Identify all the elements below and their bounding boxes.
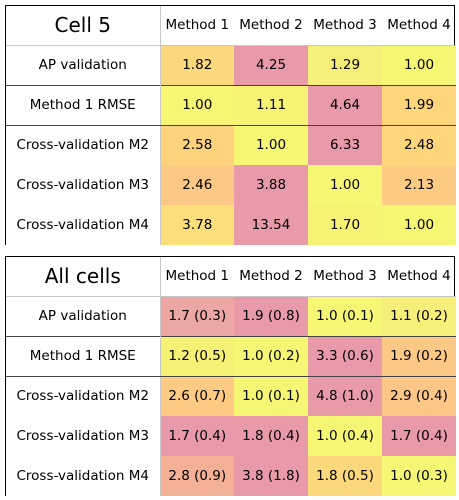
table-row: Cross-validation M3 1.7 (0.4) 1.8 (0.4) 1.0… — [6, 416, 456, 456]
heatmap-cell: 1.11 — [234, 84, 308, 126]
heatmap-cell: 2.46 — [160, 165, 234, 205]
heatmap-table-all-cells: All cells Method 1 Method 2 Method 3 Method … — [6, 257, 456, 496]
table-row: Method 1 RMSE 1.00 1.11 4.64 1.99 — [6, 84, 456, 126]
heatmap-cell: 3.3 (0.6) — [308, 335, 382, 377]
heatmap-cell: 1.0 (0.2) — [234, 335, 308, 377]
heatmap-cell: 2.13 — [382, 165, 456, 205]
heatmap-cell: 1.00 — [308, 165, 382, 205]
heatmap-cell: 1.7 (0.4) — [382, 416, 456, 456]
table-row: AP validation 1.7 (0.3) 1.9 (0.8) 1.0 (0.1)… — [6, 296, 456, 336]
row-label: Cross-validation M3 — [6, 416, 161, 456]
column-header-method-2: Method 2 — [234, 257, 308, 297]
row-label: Cross-validation M2 — [6, 376, 161, 416]
heatmap-cell: 2.8 (0.9) — [160, 456, 234, 496]
heatmap-cell: 1.99 — [382, 84, 456, 126]
heatmap-cell: 13.54 — [234, 205, 308, 245]
heatmap-cell: 3.78 — [160, 205, 234, 245]
table-title: All cells — [6, 257, 161, 297]
heatmap-table-cell5: Cell 5 Method 1 Method 2 Method 3 Method 4 AP… — [6, 6, 456, 245]
heatmap-cell: 1.7 (0.3) — [160, 296, 234, 336]
column-header-method-2: Method 2 — [234, 6, 308, 46]
row-label: Method 1 RMSE — [6, 335, 161, 377]
heatmap-cell: 4.64 — [308, 84, 382, 126]
heatmap-cell: 1.0 (0.1) — [234, 376, 308, 416]
heatmap-cell: 2.58 — [160, 125, 234, 165]
column-header-method-4: Method 4 — [382, 257, 456, 297]
heatmap-cell: 1.0 (0.3) — [382, 456, 456, 496]
column-header-method-4: Method 4 — [382, 6, 456, 46]
heatmap-cell: 1.00 — [382, 205, 456, 245]
heatmap-cell: 1.7 (0.4) — [160, 416, 234, 456]
row-label: Cross-validation M2 — [6, 125, 161, 165]
heatmap-cell: 1.2 (0.5) — [160, 335, 234, 377]
heatmap-cell: 6.33 — [308, 125, 382, 165]
row-label: Cross-validation M4 — [6, 456, 161, 496]
heatmap-cell: 4.25 — [234, 45, 308, 85]
table-row: Method 1 RMSE 1.2 (0.5) 1.0 (0.2) 3.3 (0.6)… — [6, 335, 456, 377]
heatmap-cell: 1.0 (0.1) — [308, 296, 382, 336]
table-row: Cross-validation M2 2.6 (0.7) 1.0 (0.1) 4.8… — [6, 376, 456, 416]
heatmap-cell: 1.29 — [308, 45, 382, 85]
table-panel-cell5: Cell 5 Method 1 Method 2 Method 3 Method 4 AP… — [5, 5, 456, 245]
heatmap-cell: 1.9 (0.2) — [382, 335, 456, 377]
heatmap-cell: 2.9 (0.4) — [382, 376, 456, 416]
table-row: Cross-validation M2 2.58 1.00 6.33 2.48 — [6, 125, 456, 165]
heatmap-cell: 1.00 — [382, 45, 456, 85]
heatmap-cell: 4.8 (1.0) — [308, 376, 382, 416]
row-label: AP validation — [6, 296, 161, 336]
heatmap-cell: 1.9 (0.8) — [234, 296, 308, 336]
column-header-method-3: Method 3 — [308, 6, 382, 46]
row-label: AP validation — [6, 45, 161, 85]
row-label: Cross-validation M4 — [6, 205, 161, 245]
column-header-method-1: Method 1 — [160, 6, 234, 46]
table-row: Cross-validation M3 2.46 3.88 1.00 2.13 — [6, 165, 456, 205]
heatmap-cell: 1.8 (0.5) — [308, 456, 382, 496]
table-row: AP validation 1.82 4.25 1.29 1.00 — [6, 45, 456, 85]
column-header-method-3: Method 3 — [308, 257, 382, 297]
heatmap-cell: 3.8 (1.8) — [234, 456, 308, 496]
row-label: Cross-validation M3 — [6, 165, 161, 205]
row-label: Method 1 RMSE — [6, 84, 161, 126]
heatmap-cell: 1.00 — [234, 125, 308, 165]
heatmap-cell: 1.82 — [160, 45, 234, 85]
heatmap-cell: 2.48 — [382, 125, 456, 165]
column-header-method-1: Method 1 — [160, 257, 234, 297]
table-title: Cell 5 — [6, 6, 161, 46]
table-panel-all-cells: All cells Method 1 Method 2 Method 3 Method … — [5, 256, 456, 496]
heatmap-cell: 1.1 (0.2) — [382, 296, 456, 336]
heatmap-cell: 2.6 (0.7) — [160, 376, 234, 416]
heatmap-cell: 1.70 — [308, 205, 382, 245]
table-row: Cross-validation M4 3.78 13.54 1.70 1.00 — [6, 205, 456, 245]
heatmap-cell: 1.00 — [160, 84, 234, 126]
heatmap-cell: 1.8 (0.4) — [234, 416, 308, 456]
heatmap-cell: 1.0 (0.4) — [308, 416, 382, 456]
heatmap-cell: 3.88 — [234, 165, 308, 205]
table-row: Cross-validation M4 2.8 (0.9) 3.8 (1.8) 1.8… — [6, 456, 456, 496]
